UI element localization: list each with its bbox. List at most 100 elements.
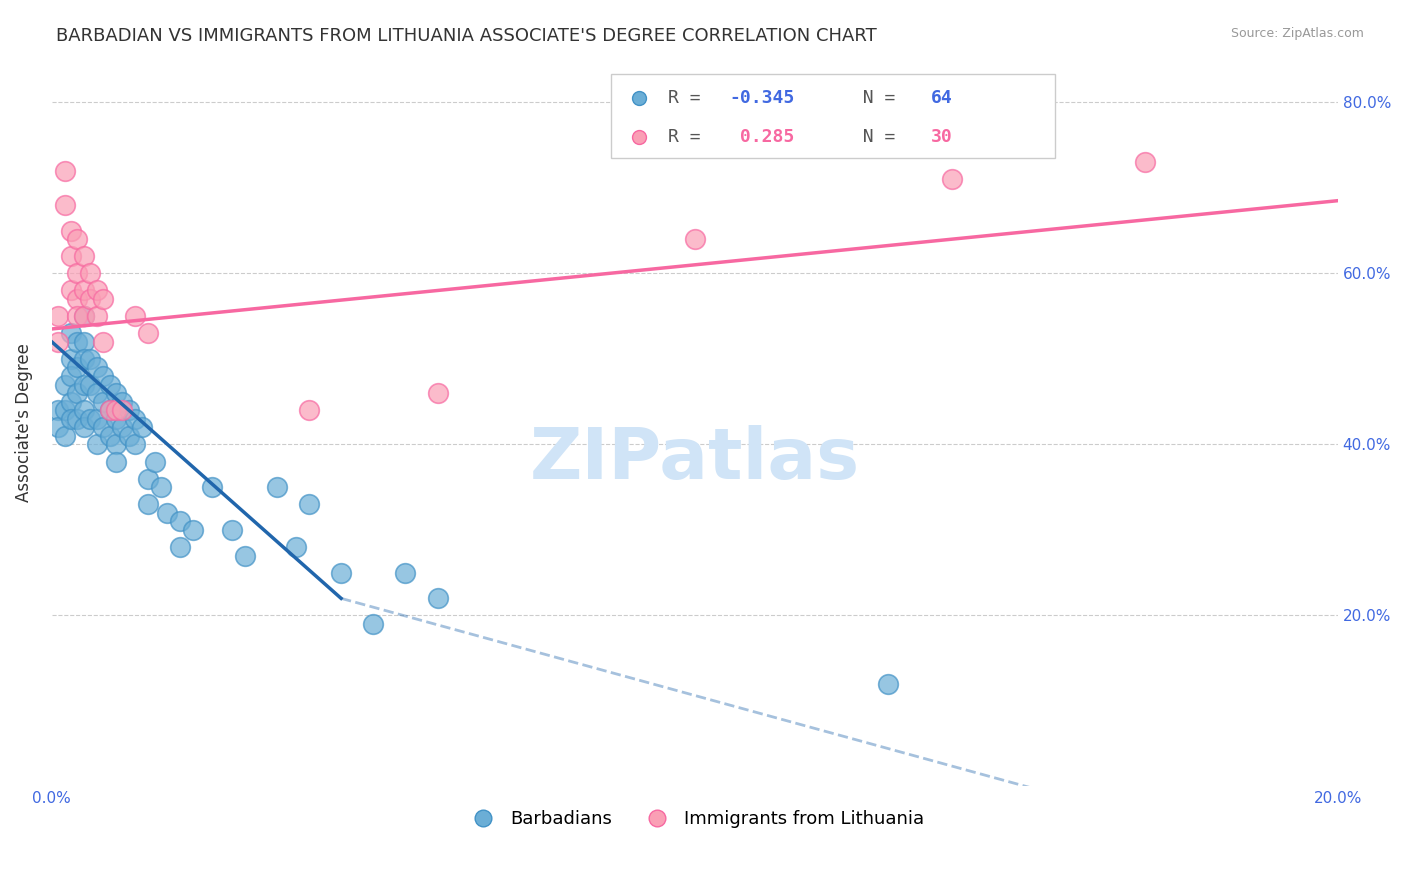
- Point: [73, 284, 96, 298]
- Point: [111, 403, 134, 417]
- Point: [124, 411, 146, 425]
- Point: [136, 497, 159, 511]
- Point: [298, 403, 321, 417]
- Point: [60, 224, 83, 238]
- Point: [86, 284, 108, 298]
- Point: [73, 403, 96, 417]
- Point: [98, 403, 121, 417]
- Point: [98, 429, 121, 443]
- Point: [124, 309, 146, 323]
- Point: [201, 480, 224, 494]
- Text: 64: 64: [931, 88, 953, 106]
- Point: [136, 472, 159, 486]
- Point: [169, 540, 191, 554]
- Text: BARBADIAN VS IMMIGRANTS FROM LITHUANIA ASSOCIATE'S DEGREE CORRELATION CHART: BARBADIAN VS IMMIGRANTS FROM LITHUANIA A…: [56, 27, 877, 45]
- Point: [53, 429, 76, 443]
- Point: [111, 420, 134, 434]
- Point: [143, 454, 166, 468]
- Point: [876, 677, 898, 691]
- Point: [683, 138, 706, 153]
- Point: [60, 284, 83, 298]
- Point: [683, 232, 706, 246]
- Point: [86, 360, 108, 375]
- Text: 0.285: 0.285: [730, 128, 794, 145]
- Point: [66, 360, 89, 375]
- FancyBboxPatch shape: [612, 74, 1054, 158]
- Point: [79, 377, 101, 392]
- Point: [426, 591, 449, 606]
- Text: -0.345: -0.345: [730, 88, 794, 106]
- Point: [60, 394, 83, 409]
- Text: R =: R =: [668, 128, 711, 145]
- Point: [46, 403, 69, 417]
- Point: [266, 480, 288, 494]
- Text: N =: N =: [841, 128, 907, 145]
- Point: [73, 249, 96, 263]
- Point: [73, 377, 96, 392]
- Point: [86, 386, 108, 401]
- Text: R =: R =: [668, 88, 711, 106]
- Point: [941, 172, 963, 186]
- Point: [233, 549, 256, 563]
- Point: [118, 429, 141, 443]
- Point: [73, 351, 96, 366]
- Point: [105, 454, 128, 468]
- Text: 30: 30: [931, 128, 953, 145]
- Point: [91, 334, 114, 349]
- Point: [79, 351, 101, 366]
- Point: [46, 420, 69, 434]
- Text: ZIPatlas: ZIPatlas: [530, 425, 859, 494]
- Point: [131, 420, 153, 434]
- Point: [66, 309, 89, 323]
- Point: [53, 403, 76, 417]
- Point: [91, 369, 114, 384]
- Point: [79, 292, 101, 306]
- Point: [66, 386, 89, 401]
- Point: [91, 420, 114, 434]
- Point: [361, 617, 384, 632]
- Point: [181, 523, 204, 537]
- Y-axis label: Associate's Degree: Associate's Degree: [15, 343, 32, 502]
- Point: [105, 437, 128, 451]
- Point: [98, 403, 121, 417]
- Point: [298, 497, 321, 511]
- Point: [105, 386, 128, 401]
- Point: [66, 411, 89, 425]
- Point: [426, 386, 449, 401]
- Point: [46, 334, 69, 349]
- Point: [73, 420, 96, 434]
- Point: [285, 540, 308, 554]
- Point: [105, 411, 128, 425]
- Point: [98, 377, 121, 392]
- Point: [60, 249, 83, 263]
- Point: [73, 334, 96, 349]
- Point: [86, 411, 108, 425]
- Point: [73, 309, 96, 323]
- Point: [394, 566, 416, 580]
- Point: [60, 351, 83, 366]
- Point: [91, 292, 114, 306]
- Point: [66, 266, 89, 280]
- Point: [79, 266, 101, 280]
- Point: [150, 480, 173, 494]
- Point: [86, 437, 108, 451]
- Point: [221, 523, 243, 537]
- Point: [73, 309, 96, 323]
- Point: [53, 377, 76, 392]
- Point: [60, 369, 83, 384]
- Text: Source: ZipAtlas.com: Source: ZipAtlas.com: [1230, 27, 1364, 40]
- Point: [86, 309, 108, 323]
- Point: [124, 437, 146, 451]
- Point: [91, 394, 114, 409]
- Point: [66, 292, 89, 306]
- Point: [111, 394, 134, 409]
- Point: [66, 334, 89, 349]
- Text: N =: N =: [841, 88, 907, 106]
- Point: [53, 163, 76, 178]
- Point: [1133, 155, 1156, 169]
- Point: [53, 198, 76, 212]
- Point: [105, 403, 128, 417]
- Point: [60, 326, 83, 341]
- Point: [66, 232, 89, 246]
- Legend: Barbadians, Immigrants from Lithuania: Barbadians, Immigrants from Lithuania: [458, 803, 932, 836]
